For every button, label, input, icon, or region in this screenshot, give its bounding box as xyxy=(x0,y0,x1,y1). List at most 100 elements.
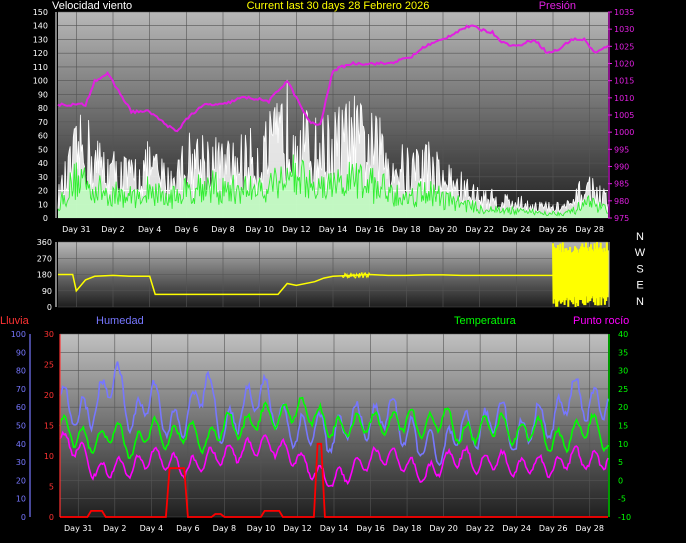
y-tick-label: 150 xyxy=(33,8,48,17)
temperature-ticks: 0 10 20 30 40 50 60 70 80 90 100 0 5 10 15 20 25 30 -10 -5 0… xyxy=(11,330,631,522)
pressure-tick-label: 985 xyxy=(614,180,629,189)
humidity-tick-label: 20 xyxy=(16,476,26,485)
pressure-tick-label: 1025 xyxy=(614,42,634,51)
chart-period-title: Current last 30 days 28 Febrero 2026 xyxy=(247,0,430,12)
humidity-tick-label: 0 xyxy=(21,513,26,522)
humidity-line xyxy=(59,361,609,467)
wind-line xyxy=(57,154,608,217)
wind-speed-title: Velocidad viento xyxy=(52,0,132,12)
pressure-tick-label: 1035 xyxy=(614,8,634,17)
pressure-tick-label: 1010 xyxy=(614,94,634,103)
temperature-tick-label: -5 xyxy=(618,495,626,504)
temperature-tick-label: 25 xyxy=(618,385,628,394)
pressure-right-ticks: 975 980 985 990 995 1000 1005 1010 1015 1020 1025 1… xyxy=(608,8,634,223)
x-tick-label: Day 10 xyxy=(245,225,274,234)
x-tick-label: Day 16 xyxy=(356,524,385,533)
y-tick-label: 10 xyxy=(38,200,48,209)
compass-label: S xyxy=(636,263,643,275)
y-tick-label: 50 xyxy=(38,145,48,154)
pressure-tick-label: 1030 xyxy=(614,25,634,34)
pressure-tick-label: 1000 xyxy=(614,128,634,137)
y-tick-label: 120 xyxy=(33,49,48,58)
humidity-tick-label: 80 xyxy=(16,367,26,376)
temperature-tick-label: 0 xyxy=(618,476,623,485)
temperature-tick-label: 15 xyxy=(618,422,628,431)
x-tick-label: Day 22 xyxy=(466,524,495,533)
x-tick-label: Day 18 xyxy=(393,524,422,533)
gust-area xyxy=(58,79,608,219)
x-tick-label: Day 8 xyxy=(211,225,234,234)
x-tick-label: Day 8 xyxy=(213,524,236,533)
y-tick-label: 100 xyxy=(33,77,48,86)
wind-x-ticks: Day 31 Day 2 Day 4 Day 6 Day 8 Day 10 Day 12 Da… xyxy=(62,225,604,234)
rain-tick-label: 0 xyxy=(49,513,54,522)
rain-tick-label: 5 xyxy=(49,483,54,492)
compass-label: N xyxy=(636,296,644,308)
x-tick-label: Day 28 xyxy=(575,524,604,533)
rain-line xyxy=(60,442,608,518)
pressure-tick-label: 1015 xyxy=(614,77,634,86)
temperature-tick-label: 40 xyxy=(618,330,628,339)
direction-oscillation xyxy=(552,242,609,308)
y-tick-label: 90 xyxy=(42,287,52,296)
temperature-tick-label: 35 xyxy=(618,348,628,357)
y-tick-label: 70 xyxy=(38,118,48,127)
x-tick-label: Day 20 xyxy=(429,225,458,234)
y-tick-label: 80 xyxy=(38,104,48,113)
rain-tick-label: 30 xyxy=(44,330,54,339)
temperature-tick-label: -10 xyxy=(618,513,631,522)
x-tick-label: Day 12 xyxy=(282,225,311,234)
y-tick-label: 0 xyxy=(47,303,52,312)
x-tick-label: Day 6 xyxy=(176,524,199,533)
x-tick-label: Day 16 xyxy=(355,225,384,234)
y-tick-label: 0 xyxy=(43,214,48,223)
humidity-tick-label: 10 xyxy=(16,495,26,504)
x-tick-label: Day 26 xyxy=(539,524,568,533)
humidity-axis-title: Humedad xyxy=(96,315,144,327)
y-tick-label: 110 xyxy=(33,63,48,72)
x-tick-label: Day 28 xyxy=(575,225,604,234)
temperature-panel: 0 10 20 30 40 50 60 70 80 90 100 0 5 10 15 20 25 30 -10 -5 0… xyxy=(0,315,631,533)
y-tick-label: 140 xyxy=(33,22,48,31)
wind-left-ticks: 0 10 20 30 40 50 60 70 80 90 100 110 120 130 140 150 xyxy=(33,8,57,223)
y-tick-label: 180 xyxy=(37,271,52,280)
compass-label: W xyxy=(635,247,646,259)
x-tick-label: Day 4 xyxy=(138,225,161,234)
rain-axis-title: Lluvia xyxy=(0,315,30,327)
x-tick-label: Day 26 xyxy=(539,225,568,234)
rain-tick-label: 20 xyxy=(44,391,54,400)
pressure-tick-label: 990 xyxy=(614,163,629,172)
y-tick-label: 40 xyxy=(38,159,48,168)
x-tick-label: Day 14 xyxy=(319,225,348,234)
x-tick-label: Day 2 xyxy=(101,225,124,234)
y-tick-label: 270 xyxy=(37,254,52,263)
rain-tick-label: 25 xyxy=(44,361,54,370)
x-tick-label: Day 24 xyxy=(502,225,531,234)
y-tick-label: 360 xyxy=(37,238,52,247)
humidity-tick-label: 70 xyxy=(16,385,26,394)
temperature-tick-label: 10 xyxy=(618,440,628,449)
pressure-tick-label: 980 xyxy=(614,197,629,206)
humidity-tick-label: 90 xyxy=(16,348,26,357)
compass-label: N xyxy=(636,231,644,243)
temperature-tick-label: 30 xyxy=(618,367,628,376)
pressure-tick-label: 1005 xyxy=(614,111,634,120)
temperature-tick-label: 20 xyxy=(618,403,628,412)
x-tick-label: Day 10 xyxy=(247,524,276,533)
x-tick-label: Day 12 xyxy=(283,524,312,533)
wind-series xyxy=(57,24,609,219)
humidity-tick-label: 40 xyxy=(16,440,26,449)
x-tick-label: Day 24 xyxy=(502,524,531,533)
pressure-title: Presión xyxy=(539,0,576,12)
y-tick-label: 60 xyxy=(38,132,48,141)
rain-tick-label: 15 xyxy=(44,422,54,431)
x-tick-label: Day 18 xyxy=(392,225,421,234)
x-tick-label: Day 4 xyxy=(140,524,163,533)
dewpoint-line xyxy=(59,430,609,488)
y-tick-label: 130 xyxy=(33,35,48,44)
y-tick-label: 30 xyxy=(38,173,48,182)
x-tick-label: Day 22 xyxy=(465,225,494,234)
humidity-tick-label: 60 xyxy=(16,403,26,412)
